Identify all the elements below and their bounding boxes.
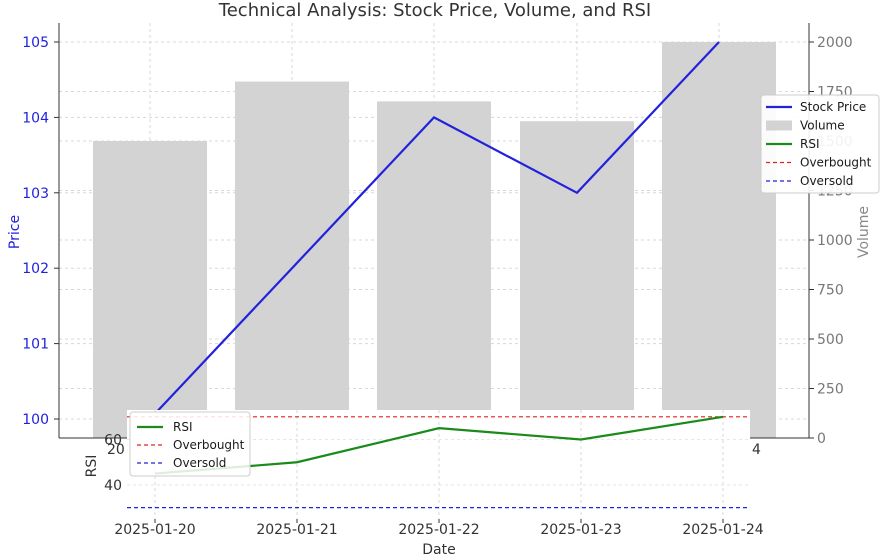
volume-bar xyxy=(662,42,776,438)
price-tick-label: 100 xyxy=(22,412,49,428)
volume-bar xyxy=(235,81,349,438)
volume-tick-label: 2000 xyxy=(817,35,853,51)
main-legend-swatch xyxy=(766,120,792,131)
main-legend-label: Overbought xyxy=(800,156,872,170)
chart-title: Technical Analysis: Stock Price, Volume,… xyxy=(218,0,651,21)
main-legend-label: Oversold xyxy=(800,174,853,188)
main-legend-box xyxy=(760,94,880,194)
volume-tick-label: 250 xyxy=(817,382,844,398)
rsi-legend-label: Overbought xyxy=(173,438,245,452)
date-tick-label: 2025-01-23 xyxy=(540,522,621,538)
rsi-legend-label: Oversold xyxy=(173,456,226,470)
date-tick-label: 2025-01-24 xyxy=(682,522,763,538)
main-legend: Stock Price Volume RSI Overbought Oversold xyxy=(760,94,880,194)
rsi-axis-title: RSI xyxy=(84,455,100,478)
price-tick-label: 102 xyxy=(22,261,49,277)
price-tick-label: 101 xyxy=(22,337,49,353)
date-tick-label: 2025-01-21 xyxy=(256,522,337,538)
price-tick-label: 103 xyxy=(22,186,49,202)
rsi-tick-label: 40 xyxy=(104,478,122,494)
volume-tick-label: 500 xyxy=(817,332,844,348)
main-legend-label: Volume xyxy=(800,119,845,133)
rsi-tick-label: 60 xyxy=(104,433,122,449)
price-tick-label: 104 xyxy=(22,110,49,126)
main-panel: 1001011021031041050250500750100012501500… xyxy=(22,23,853,458)
rsi-legend-label: RSI xyxy=(173,420,193,434)
rsi-panel: 40 60 2025-01-20 2025-01-21 2025-01-22 2025-0… xyxy=(104,410,764,538)
x-axis-title: Date xyxy=(422,542,455,558)
price-line xyxy=(149,41,720,420)
volume-bar xyxy=(377,101,491,439)
volume-bar xyxy=(93,141,207,438)
date-tick-label: 2025-01-20 xyxy=(114,522,195,538)
volume-axis-title: Volume xyxy=(856,206,872,258)
main-legend-label: Stock Price xyxy=(800,100,866,114)
date-tick-label: 2025-01-22 xyxy=(398,522,479,538)
stray-tick-label: 20 xyxy=(107,442,125,458)
stray-tick-label: 4 xyxy=(752,442,761,458)
main-legend-label: RSI xyxy=(800,137,820,151)
volume-tick-label: 1000 xyxy=(817,233,853,249)
price-axis-title: Price xyxy=(7,215,23,249)
volume-bar xyxy=(520,121,634,438)
volume-tick-label: 750 xyxy=(817,283,844,299)
price-tick-label: 105 xyxy=(22,35,49,51)
volume-tick-label: 0 xyxy=(817,431,826,447)
